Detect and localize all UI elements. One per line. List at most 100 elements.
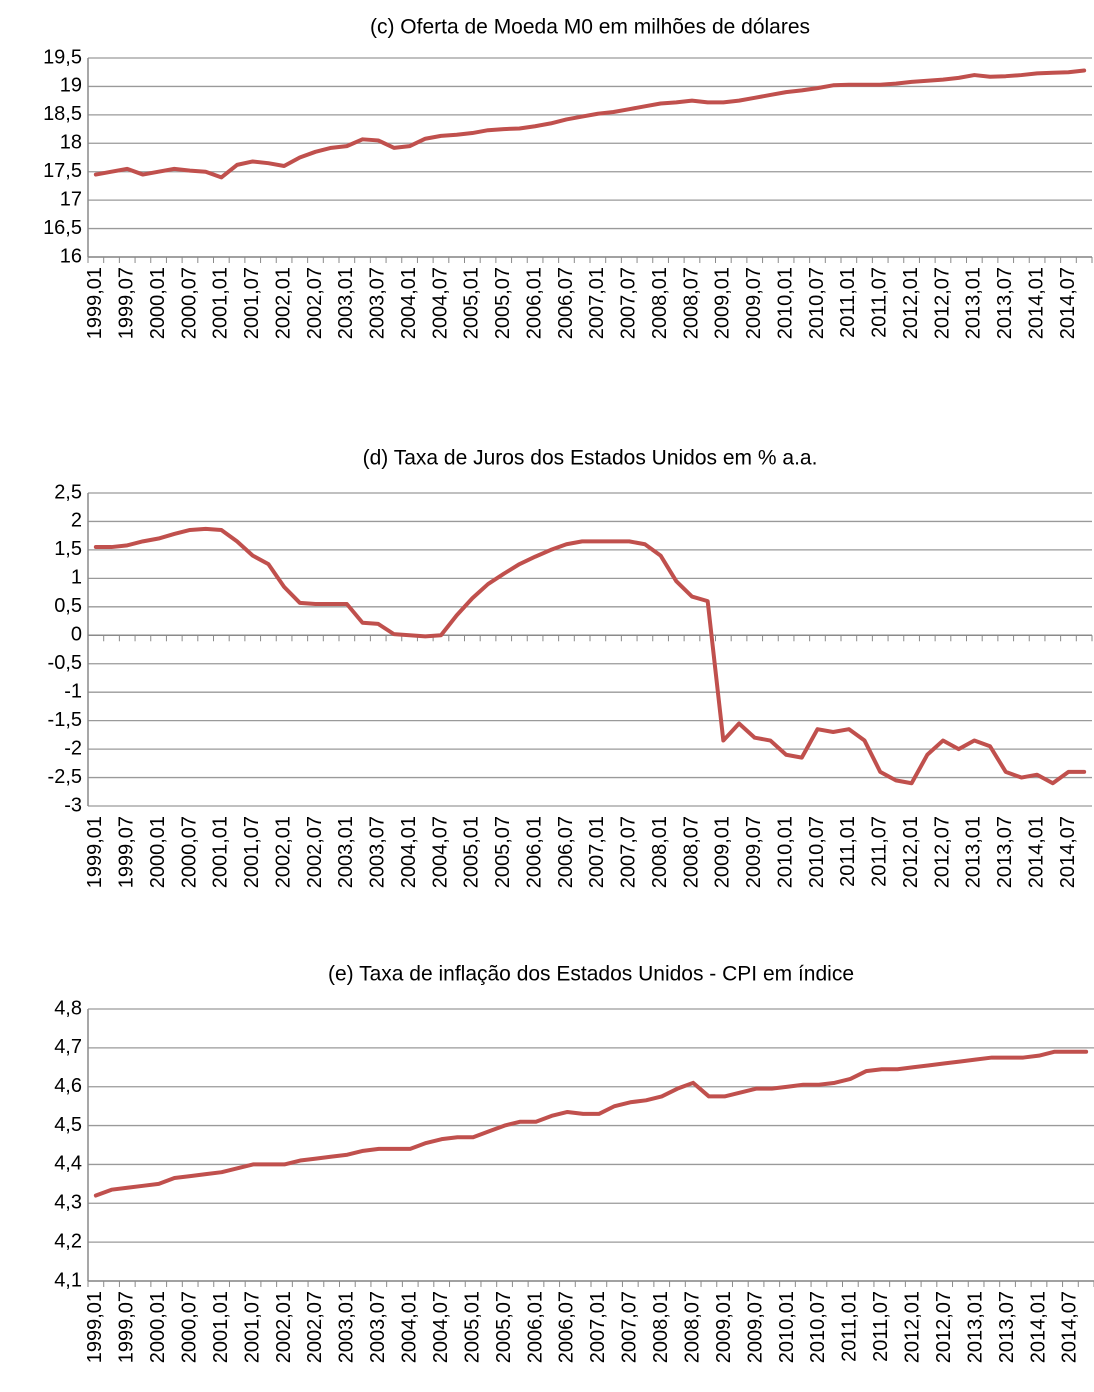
x-tick-label: 2006,07	[555, 816, 577, 888]
x-tick-label: 2007,07	[619, 1291, 641, 1363]
y-tick-label: 1	[71, 567, 82, 589]
x-tick-label: 2013,07	[994, 267, 1016, 339]
chart-title: (e) Taxa de inflação dos Estados Unidos …	[328, 963, 854, 986]
x-tick-label: 2007,01	[586, 267, 608, 339]
y-tick-label: 1,5	[54, 538, 82, 560]
x-tick-label: 2004,07	[429, 816, 451, 888]
x-tick-label: 2008,01	[649, 267, 671, 339]
x-tick-label: 2006,01	[523, 816, 545, 888]
x-tick-label: 2012,01	[900, 267, 922, 339]
y-tick-label: 17	[60, 188, 82, 210]
x-tick-label: 2007,07	[618, 816, 640, 888]
x-tick-label: 2011,07	[870, 1291, 892, 1362]
chart-title: (d) Taxa de Juros dos Estados Unidos em …	[363, 447, 818, 470]
x-tick-label: 2009,07	[744, 1291, 766, 1363]
x-tick-label: 2011,01	[837, 816, 859, 887]
x-tick-label: 2010,07	[806, 816, 828, 888]
x-tick-label: 2013,01	[964, 1291, 986, 1363]
x-tick-label: 2004,07	[430, 1291, 452, 1363]
y-tick-label: 4,1	[54, 1269, 82, 1291]
chart-title: (c) Oferta de Moeda M0 em milhões de dól…	[370, 16, 810, 39]
x-tick-label: 2000,07	[178, 1291, 200, 1363]
x-tick-label: 2012,01	[900, 816, 922, 888]
y-tick-label: 19,5	[43, 46, 82, 68]
y-tick-label: 4,2	[54, 1230, 82, 1252]
x-tick-label: 2010,01	[774, 816, 796, 888]
x-tick-label: 2013,01	[963, 816, 985, 888]
x-tick-label: 2002,01	[272, 816, 294, 888]
x-tick-label: 2009,07	[743, 267, 765, 339]
x-tick-label: 2012,07	[931, 816, 953, 888]
y-tick-label: 0,5	[54, 595, 82, 617]
x-tick-label: 2009,01	[713, 1291, 735, 1363]
x-tick-label: 2003,01	[335, 816, 357, 888]
y-tick-label: -1	[64, 680, 82, 702]
data-line	[93, 1049, 1089, 1198]
x-tick-label: 2011,07	[869, 267, 891, 338]
x-tick-label: 2002,01	[272, 267, 294, 339]
y-tick-label: 19	[60, 75, 82, 97]
x-tick-label: 1999,01	[84, 267, 106, 339]
x-tick-label: 2001,07	[241, 267, 263, 339]
x-tick-label: 2005,07	[493, 1291, 515, 1363]
x-tick-label: 2014,01	[1027, 1291, 1049, 1363]
x-tick-label: 2005,07	[492, 267, 514, 339]
x-tick-label: 2007,01	[587, 1291, 609, 1363]
x-tick-label: 2014,07	[1059, 1291, 1081, 1363]
x-tick-label: 2003,07	[367, 816, 389, 888]
x-tick-label: 2012,07	[931, 267, 953, 339]
x-tick-label: 2006,07	[556, 1291, 578, 1363]
x-tick-label: 2003,01	[336, 1291, 358, 1363]
x-tick-label: 2010,07	[806, 267, 828, 339]
x-tick-label: 2014,01	[1025, 816, 1047, 888]
x-tick-label: 2006,01	[524, 1291, 546, 1363]
y-tick-label: 4,3	[54, 1192, 82, 1214]
y-tick-label: 4,5	[54, 1114, 82, 1136]
x-tick-label: 2001,07	[241, 1291, 263, 1363]
x-tick-label: 2004,01	[398, 267, 420, 339]
x-tick-label: 2005,07	[492, 816, 514, 888]
x-tick-label: 2002,01	[273, 1291, 295, 1363]
y-tick-label: 18	[60, 132, 82, 154]
x-tick-label: 2006,07	[555, 267, 577, 339]
x-tick-label: 2005,01	[461, 816, 483, 888]
x-tick-label: 2000,07	[178, 267, 200, 339]
x-tick-label: 2000,07	[178, 816, 200, 888]
x-tick-label: 2001,07	[241, 816, 263, 888]
x-tick-label: 2001,01	[210, 816, 232, 888]
x-tick-label: 2011,01	[839, 1291, 861, 1362]
data-line	[93, 68, 1087, 180]
y-tick-label: -2	[64, 737, 82, 759]
y-tick-label: 4,8	[54, 997, 82, 1019]
x-tick-label: 2007,01	[586, 816, 608, 888]
x-tick-label: 2005,01	[461, 267, 483, 339]
x-tick-label: 2009,07	[743, 816, 765, 888]
x-tick-label: 2006,01	[523, 267, 545, 339]
x-tick-label: 2013,01	[963, 267, 985, 339]
x-tick-label: 2002,07	[304, 816, 326, 888]
x-tick-label: 2000,01	[147, 1291, 169, 1363]
x-tick-label: 2013,07	[996, 1291, 1018, 1363]
y-tick-label: -1,5	[48, 709, 82, 731]
y-tick-label: 4,4	[54, 1153, 82, 1175]
y-tick-label: 2	[71, 510, 82, 532]
x-tick-label: 2010,01	[776, 1291, 798, 1363]
x-tick-label: 2013,07	[994, 816, 1016, 888]
x-tick-label: 2014,07	[1057, 267, 1079, 339]
x-tick-label: 2004,01	[399, 1291, 421, 1363]
x-tick-label: 2009,01	[712, 267, 734, 339]
x-tick-label: 2008,01	[649, 816, 671, 888]
x-tick-label: 2007,07	[618, 267, 640, 339]
y-tick-label: -2,5	[48, 766, 82, 788]
x-tick-label: 2011,01	[837, 267, 859, 338]
x-tick-label: 2000,01	[147, 267, 169, 339]
x-tick-label: 2001,01	[210, 1291, 232, 1363]
x-tick-label: 2014,07	[1057, 816, 1079, 888]
y-tick-label: 4,7	[54, 1036, 82, 1058]
x-tick-label: 1999,01	[84, 816, 106, 888]
x-tick-label: 2001,01	[210, 267, 232, 339]
y-tick-label: -0,5	[48, 652, 82, 674]
x-tick-label: 2008,07	[681, 1291, 703, 1363]
x-tick-label: 2009,01	[712, 816, 734, 888]
